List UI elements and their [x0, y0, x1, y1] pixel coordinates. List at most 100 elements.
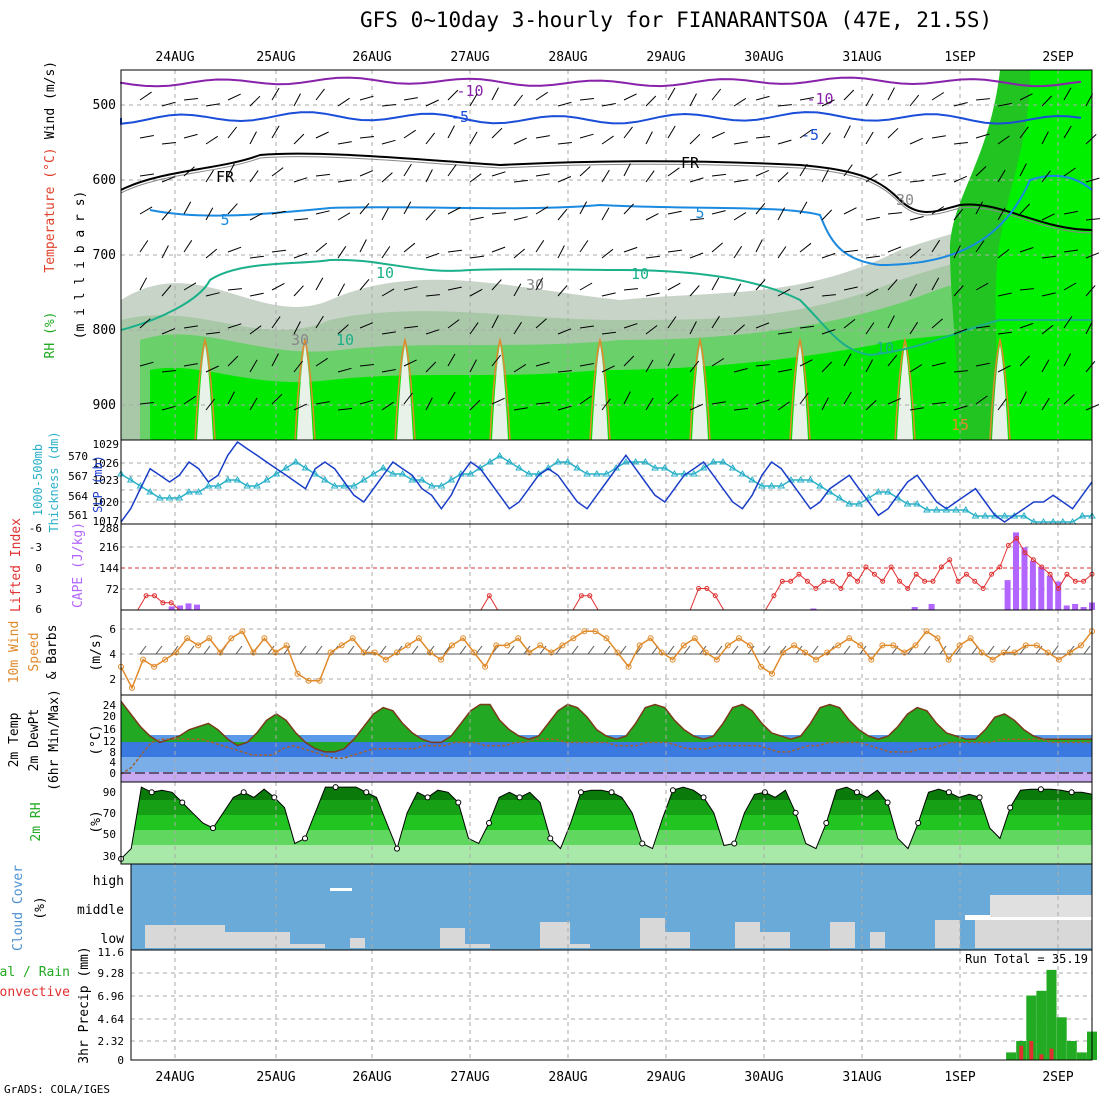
cape-tick-label: 216 — [99, 541, 119, 554]
wind-barb — [1041, 324, 1054, 335]
axis-label: (m/s) — [89, 632, 104, 671]
wind-barb — [997, 292, 1012, 297]
rh-band — [121, 800, 1092, 815]
cape-bar — [1021, 547, 1028, 610]
lifted-index-point — [955, 578, 961, 584]
wind-barb — [1019, 247, 1034, 253]
thickness-line-point — [486, 458, 494, 465]
lifted-index-point — [871, 571, 877, 577]
wind-barb — [271, 87, 280, 101]
axis-label: (°C) — [89, 724, 104, 755]
rh-point — [332, 784, 339, 791]
wind-barb — [249, 325, 262, 335]
upper-air-panel: -10 -10 -5 -5 FR FR 5 5 10 10 10 10 15 30 30 30 500 600 70… — [43, 61, 1100, 441]
low-cloud-bar — [640, 918, 665, 948]
lifted-index-point — [486, 593, 492, 599]
wind-barb — [601, 135, 614, 145]
cape-bar — [168, 606, 175, 610]
wind-speed-line-point — [261, 635, 268, 642]
wind-barb — [953, 142, 968, 145]
lifted-index-point — [989, 571, 995, 577]
wind-barb — [733, 368, 748, 373]
wind-barb — [161, 142, 176, 145]
wind-speed-line-point — [1022, 642, 1029, 649]
rh-point — [455, 799, 462, 806]
thickness-line-point — [155, 494, 164, 501]
wind-barb — [623, 355, 635, 367]
wind-barb — [777, 331, 792, 335]
thickness-line-point — [932, 506, 941, 513]
thickness-line-point — [214, 482, 222, 489]
cape-bar — [1055, 581, 1062, 610]
wind-barb — [1063, 353, 1072, 367]
lifted-index-point — [1072, 578, 1078, 584]
precip-total-bar — [1006, 1052, 1017, 1060]
thickness-line-point — [554, 458, 562, 465]
wind-speed-line-point — [427, 649, 433, 656]
wind-barb — [579, 395, 592, 405]
axis-label: Speed — [27, 632, 42, 671]
wind-barb — [513, 363, 527, 373]
thickness-line-point — [816, 482, 825, 489]
wind-speed-line-point — [614, 649, 621, 656]
wind-barb — [1041, 95, 1053, 107]
wind-barb — [733, 141, 748, 145]
precip-total-bar — [1076, 1052, 1087, 1060]
surface-wind-barb — [203, 645, 211, 655]
axis-label: 2m DewPt — [27, 709, 42, 772]
wind-barb — [293, 403, 307, 411]
wind-speed-line-point — [250, 649, 257, 656]
wind-speed-line-point — [680, 642, 687, 649]
wind-barb — [887, 279, 898, 291]
wind-barb — [381, 207, 390, 221]
temp-band — [121, 742, 1092, 757]
wind-speed-line-point — [393, 649, 400, 656]
lifted-index-point — [779, 578, 785, 584]
wind-barb — [843, 319, 856, 329]
surface-wind-barb — [299, 645, 307, 655]
thickness-line-point — [253, 482, 261, 489]
lifted-index-point — [947, 557, 953, 563]
upper-axis-label: RH (%) — [43, 312, 58, 359]
wind-barb — [315, 210, 330, 215]
thickness-line-point — [388, 470, 397, 477]
wind-barb — [909, 407, 924, 411]
wind-barb — [865, 359, 874, 373]
wind-barb — [403, 286, 418, 291]
dry-spike — [897, 345, 913, 440]
wind-barb — [865, 173, 878, 183]
slp-tick-label: 1026 — [93, 457, 120, 470]
thickness-line-point — [282, 464, 290, 471]
wind-tick-label: 6 — [109, 623, 116, 636]
slp-tick-label: 1020 — [93, 496, 120, 509]
wind-barb — [183, 240, 193, 253]
wind-barb — [1085, 321, 1093, 335]
wind-barb — [1041, 131, 1049, 145]
contour-label: 30 — [291, 331, 309, 349]
surface-wind-barb — [683, 645, 691, 655]
wind-barb — [271, 353, 279, 367]
wind-barb — [359, 136, 374, 139]
wind-barb — [1085, 285, 1096, 297]
lifted-index-point — [152, 593, 157, 599]
surface-wind-barb — [347, 645, 355, 655]
wind-speed-line-point — [140, 656, 147, 663]
wind-barb — [513, 216, 528, 221]
precip-panel: 11.6 9.28 6.96 4.64 2.32 0 Run Total = 35.19 To… — [0, 946, 1097, 1067]
thickness-line-point — [952, 506, 960, 513]
wind-barb — [403, 163, 412, 177]
low-cloud-bar — [935, 920, 960, 948]
thickness-line-point — [660, 464, 669, 471]
wind-barb — [535, 277, 544, 291]
date-label-bottom: 25AUG — [256, 1070, 295, 1085]
surface-wind-barb — [763, 645, 771, 655]
thickness-line-point — [398, 470, 407, 477]
wind-speed-line-point — [526, 649, 533, 656]
wind-barb — [205, 103, 220, 107]
wind-barb — [557, 405, 572, 411]
wind-barb — [975, 362, 990, 367]
wind-barb — [711, 401, 726, 405]
low-cloud-bar — [440, 928, 465, 948]
